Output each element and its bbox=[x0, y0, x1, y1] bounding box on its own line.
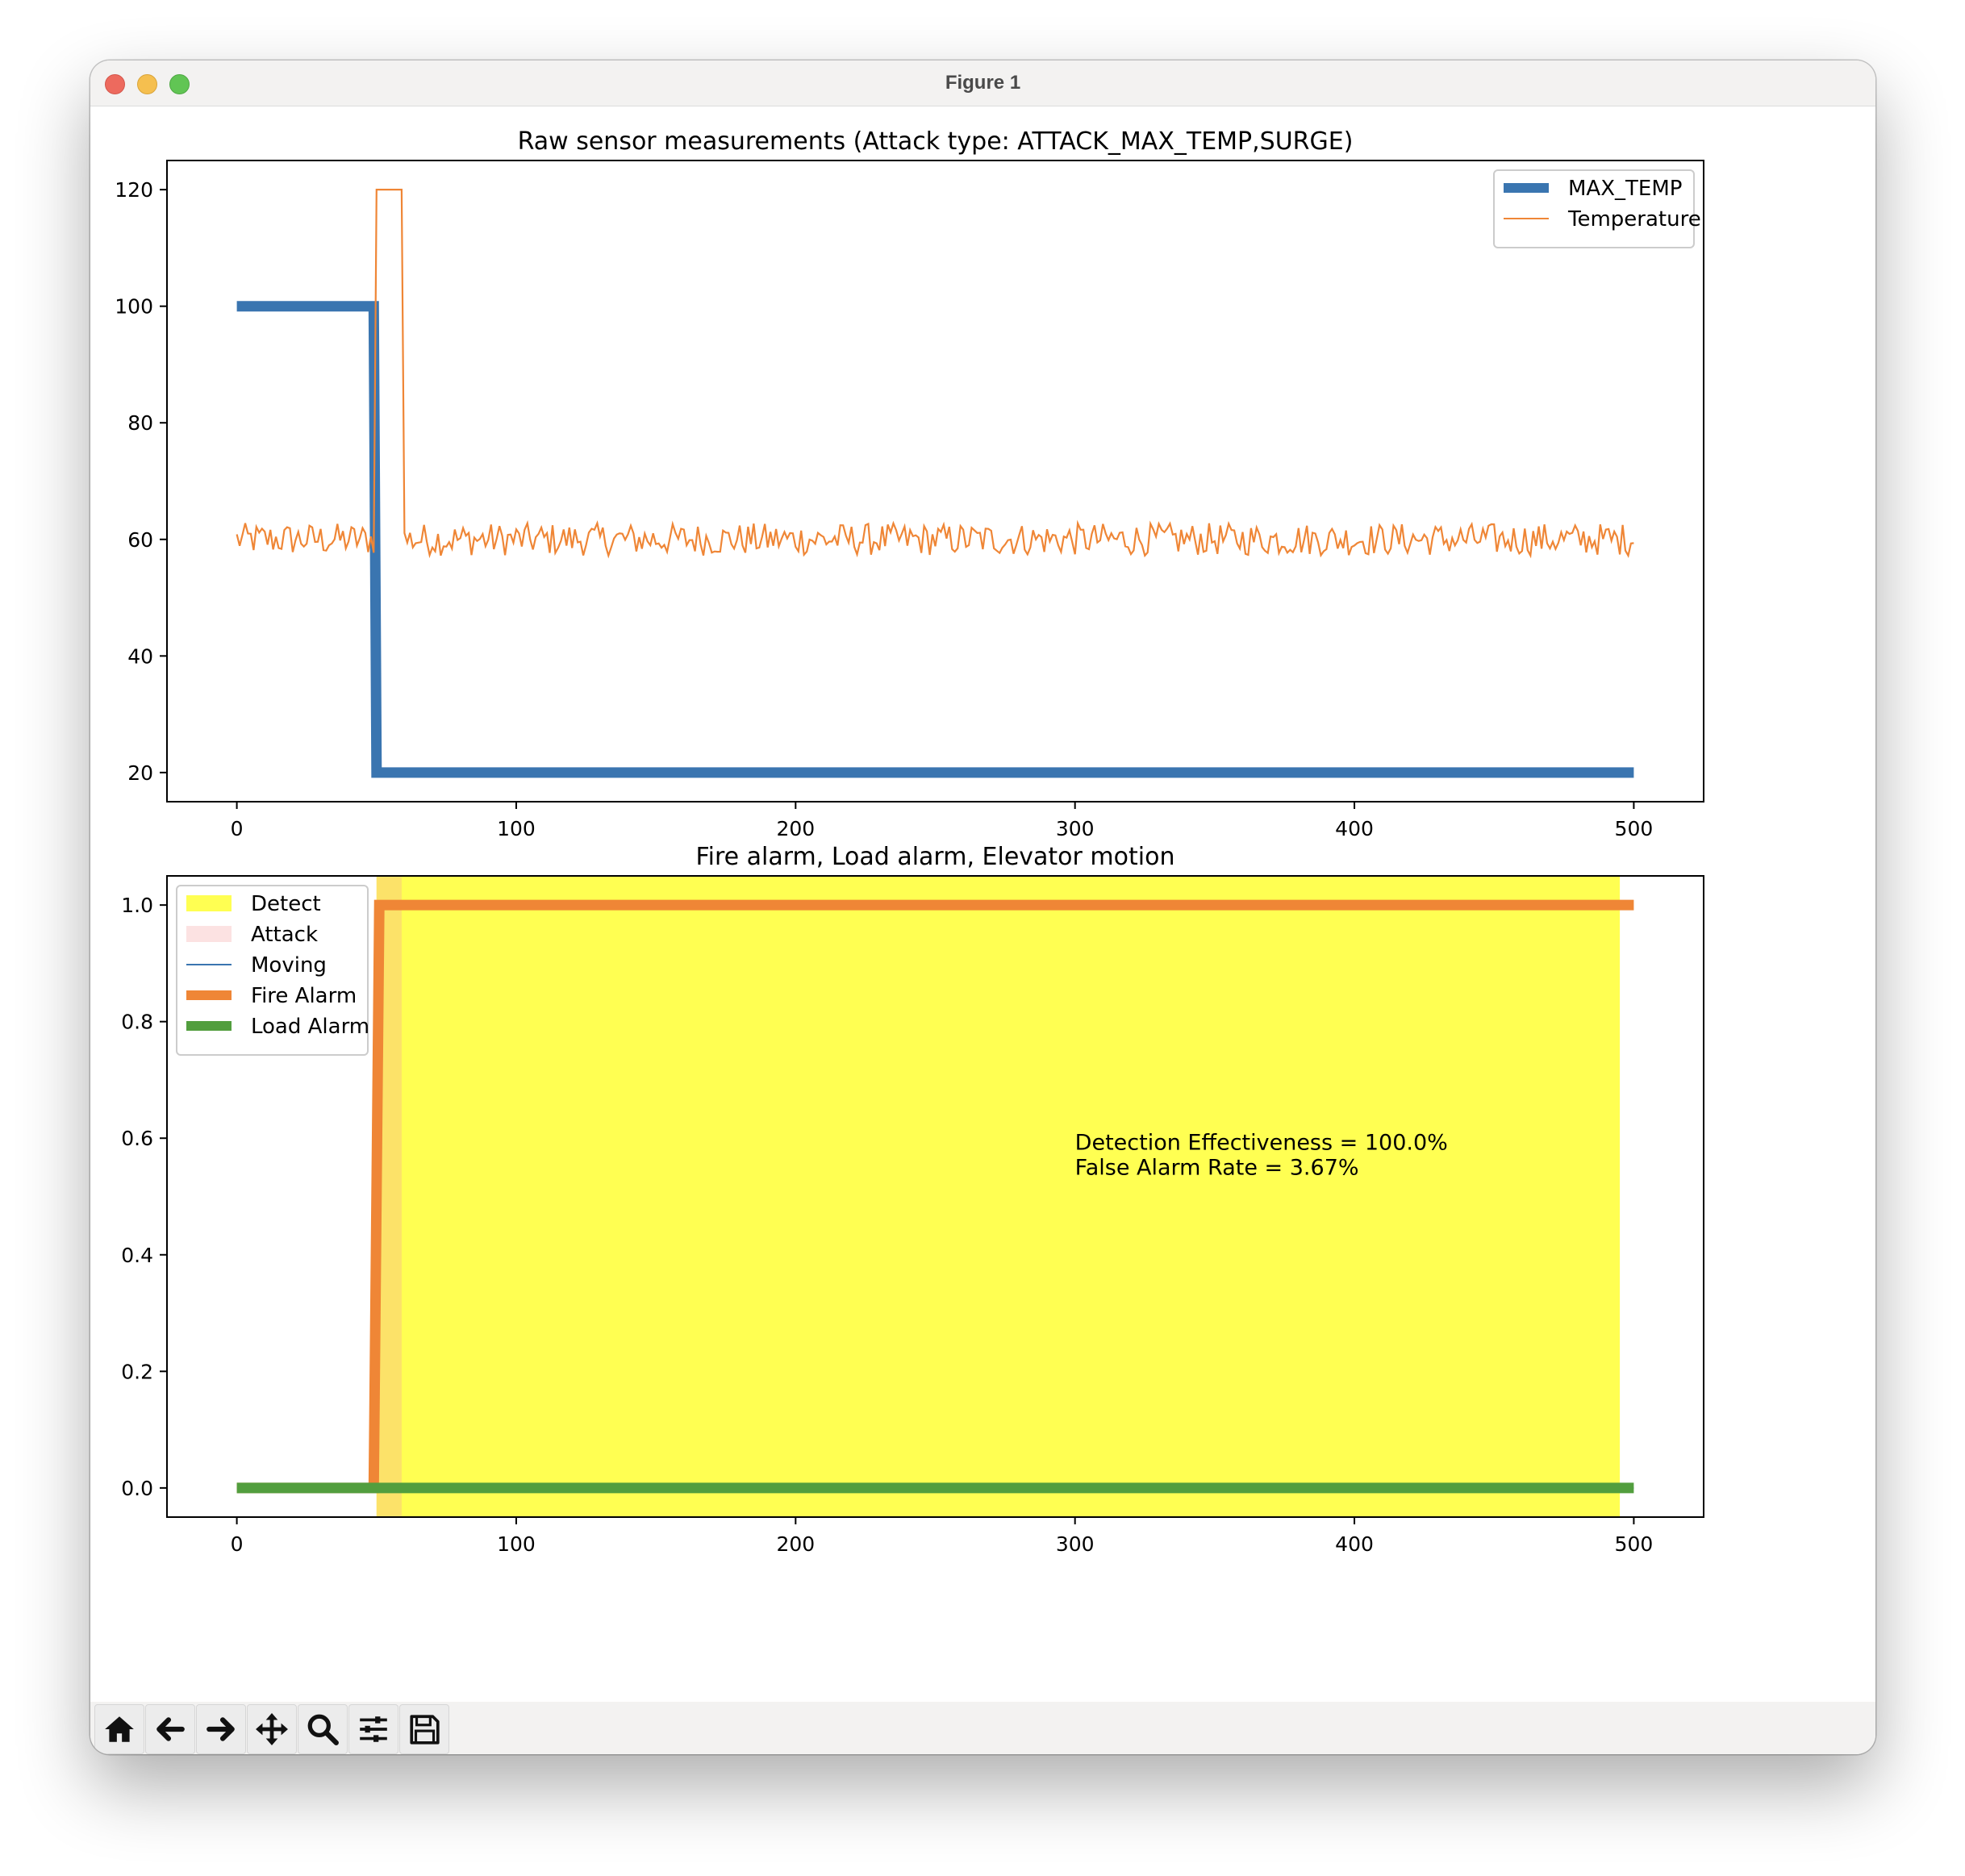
y-tick-label: 0.4 bbox=[121, 1244, 153, 1267]
series-line-max-temp bbox=[236, 301, 1634, 778]
save-button[interactable] bbox=[399, 1704, 449, 1754]
legend-swatch-attack bbox=[186, 926, 232, 942]
x-tick-label: 500 bbox=[1615, 817, 1654, 840]
x-tick-label: 500 bbox=[1615, 1532, 1654, 1556]
legend-label: Detect bbox=[251, 892, 321, 916]
y-tick-label: 0.2 bbox=[121, 1360, 153, 1383]
x-tick-label: 400 bbox=[1335, 1532, 1374, 1556]
legend-label: Fire Alarm bbox=[251, 984, 357, 1008]
arrow-left-icon bbox=[156, 1717, 185, 1741]
span-detect bbox=[376, 876, 1621, 1517]
figure-window: Figure 1 0 100 200 300 400 500 20 40 60 80 100 120 R… bbox=[90, 60, 1875, 1754]
y-tick-label: 40 bbox=[127, 644, 153, 668]
y-tick-label: 0.6 bbox=[121, 1127, 153, 1150]
title-bar[interactable]: Figure 1 bbox=[90, 60, 1875, 106]
x-tick-label: 200 bbox=[776, 1532, 815, 1556]
chart-title: Raw sensor measurements (Attack type: AT… bbox=[518, 127, 1354, 156]
x-tick-label: 100 bbox=[497, 817, 536, 840]
x-tick-label: 400 bbox=[1335, 817, 1374, 840]
back-button[interactable] bbox=[145, 1704, 195, 1754]
chart-title: Fire alarm, Load alarm, Elevator motion bbox=[696, 843, 1175, 871]
figure-canvas[interactable]: 0 100 200 300 400 500 20 40 60 80 100 120 Raw sensor… bbox=[90, 106, 1875, 1702]
x-tick-label: 200 bbox=[776, 817, 815, 840]
y-tick-label: 120 bbox=[115, 178, 153, 202]
axes-frame bbox=[166, 875, 1704, 1518]
legend-label: MAX_TEMP bbox=[1568, 177, 1682, 201]
y-tick-label: 0.8 bbox=[121, 1011, 153, 1034]
legend-label: Temperature bbox=[1567, 207, 1701, 231]
annotation-text: False Alarm Rate = 3.67% bbox=[1075, 1156, 1359, 1181]
x-tick-label: 100 bbox=[497, 1532, 536, 1556]
floppy-disk-icon bbox=[410, 1715, 440, 1745]
minimize-button[interactable] bbox=[137, 74, 157, 94]
y-tick-label: 60 bbox=[127, 528, 153, 552]
plot-area bbox=[167, 161, 1704, 802]
y-tick-label: 80 bbox=[127, 411, 153, 435]
configure-subplots-button[interactable] bbox=[348, 1704, 398, 1754]
x-tick-label: 300 bbox=[1056, 1532, 1095, 1556]
legend: Detect Attack Moving Fire Alarm Load Alarm bbox=[176, 885, 369, 1056]
x-tick-label: 0 bbox=[231, 1532, 244, 1556]
navigation-toolbar bbox=[90, 1702, 1875, 1754]
arrow-right-icon bbox=[207, 1717, 235, 1741]
y-tick-label: 20 bbox=[127, 761, 153, 785]
legend-swatch-detect bbox=[186, 895, 232, 911]
plot-content bbox=[236, 188, 1634, 778]
legend: MAX_TEMP Temperature bbox=[1493, 169, 1701, 248]
close-button[interactable] bbox=[105, 74, 125, 94]
legend-label: Attack bbox=[251, 923, 318, 947]
y-tick-label: 0.0 bbox=[121, 1477, 153, 1500]
magnifier-icon bbox=[307, 1714, 339, 1745]
x-tick-label: 300 bbox=[1056, 817, 1095, 840]
window-title: Figure 1 bbox=[945, 72, 1021, 94]
axes-frame bbox=[166, 160, 1704, 803]
home-icon bbox=[105, 1716, 134, 1742]
x-tick-label: 0 bbox=[231, 817, 244, 840]
y-tick-label: 100 bbox=[115, 295, 153, 319]
chart-1: 0 100 200 300 400 500 20 40 60 80 100 120 Raw sensor… bbox=[115, 127, 1704, 840]
pan-button[interactable] bbox=[247, 1704, 297, 1754]
plot-content bbox=[236, 876, 1634, 1517]
move-icon bbox=[256, 1713, 288, 1745]
legend-label: Moving bbox=[251, 953, 327, 978]
y-tick-label: 1.0 bbox=[121, 894, 153, 917]
home-button[interactable] bbox=[94, 1704, 144, 1754]
annotation-text: Detection Effectiveness = 100.0% bbox=[1075, 1131, 1448, 1156]
zoom-button[interactable] bbox=[298, 1704, 348, 1754]
chart-2: 0 100 200 300 400 500 0.0 0.2 0.4 0.6 0.8 1.0 Fire a… bbox=[121, 843, 1704, 1556]
legend-label: Load Alarm bbox=[251, 1015, 369, 1039]
forward-button[interactable] bbox=[196, 1704, 246, 1754]
sliders-icon bbox=[360, 1716, 387, 1742]
series-line-temperature bbox=[236, 188, 1634, 559]
legend-frame bbox=[176, 885, 369, 1056]
maximize-button[interactable] bbox=[169, 74, 190, 94]
